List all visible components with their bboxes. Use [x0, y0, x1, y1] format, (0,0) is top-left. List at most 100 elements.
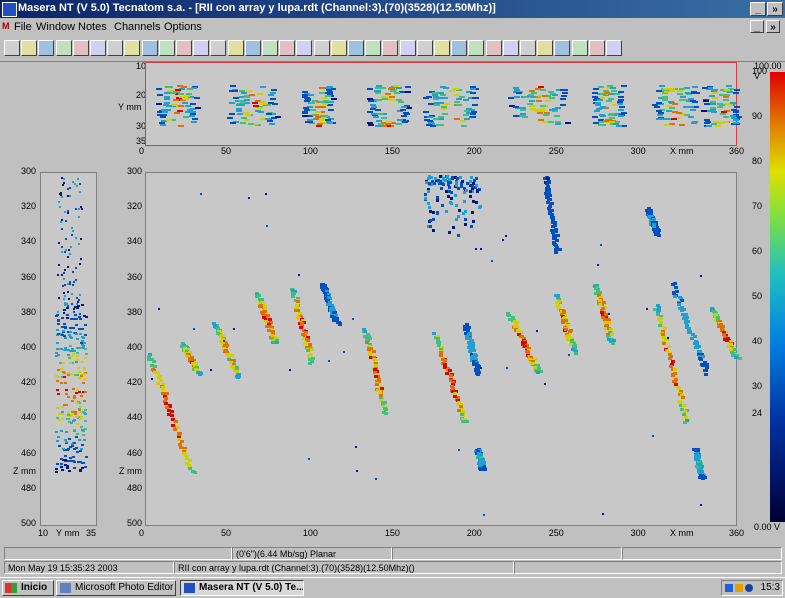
toolbar-button-3[interactable]: [38, 40, 55, 56]
restore-button[interactable]: »: [767, 2, 783, 16]
toolbar-button-10[interactable]: [158, 40, 175, 56]
main-plot[interactable]: [145, 172, 742, 526]
indication-pixel: [454, 101, 461, 104]
toolbar-button-13[interactable]: [210, 40, 227, 56]
toolbar-button-24[interactable]: [399, 40, 416, 56]
toolbar-button-19[interactable]: [313, 40, 330, 56]
top-plot[interactable]: [145, 62, 742, 146]
indication-pixel: [244, 114, 251, 117]
toolbar-button-36[interactable]: [606, 40, 622, 56]
indication-pixel: [321, 96, 328, 99]
indication-pixel: [556, 293, 561, 297]
taskbar-masera[interactable]: Masera NT (V 5.0) Te...: [180, 580, 304, 596]
minimize-button[interactable]: _: [750, 2, 766, 16]
menu-window[interactable]: Window: [36, 21, 76, 33]
indication-pixel: [529, 95, 536, 98]
toolbar-button-28[interactable]: [468, 40, 485, 56]
indication-pixel: [368, 99, 375, 102]
side-y-tick: 440: [20, 412, 36, 423]
toolbar-button-31[interactable]: [520, 40, 536, 56]
document-icon[interactable]: M: [2, 21, 10, 31]
menu-options[interactable]: Options: [164, 21, 202, 33]
toolbar-button-33[interactable]: [554, 40, 571, 56]
toolbar-button-11[interactable]: [176, 40, 192, 56]
indication-pixel: [447, 185, 451, 189]
toolbar-button-16[interactable]: [262, 40, 278, 56]
menu-notes[interactable]: Notes: [78, 21, 107, 33]
indication-pixel: [161, 391, 166, 395]
menu-file[interactable]: File: [14, 21, 32, 33]
side-y-tick: 460: [20, 447, 36, 458]
doc-restore-button[interactable]: »: [766, 20, 780, 33]
indication-pixel: [75, 307, 79, 310]
indication-pixel: [533, 365, 538, 369]
indication-pixel: [195, 107, 202, 110]
warning-icon[interactable]: [735, 584, 743, 592]
indication-pixel: [599, 309, 604, 313]
doc-minimize-button[interactable]: _: [750, 20, 764, 33]
toolbar-button-17[interactable]: [279, 40, 296, 56]
indication-pixel: [158, 374, 163, 378]
indication-pixel: [438, 182, 442, 186]
indication-pixel: [554, 123, 561, 126]
toolbar-button-1[interactable]: [4, 40, 20, 56]
network-icon[interactable]: [725, 584, 733, 592]
toolbar-button-6[interactable]: [90, 40, 106, 56]
toolbar-button-25[interactable]: [416, 40, 433, 56]
indication-pixel: [270, 330, 275, 334]
menu-channels[interactable]: Channels: [114, 21, 161, 33]
toolbar-button-26[interactable]: [434, 40, 450, 56]
toolbar-button-2[interactable]: [21, 40, 38, 56]
indication-pixel: [309, 359, 314, 363]
globe-icon[interactable]: [745, 584, 753, 592]
toolbar-button-12[interactable]: [193, 40, 210, 56]
toolbar-button-4[interactable]: [55, 40, 72, 56]
toolbar-button-35[interactable]: [588, 40, 605, 56]
toolbar-button-23[interactable]: [382, 40, 399, 56]
toolbar-button-27[interactable]: [451, 40, 468, 56]
toolbar-button-9[interactable]: [141, 40, 158, 56]
indication-pixel: [169, 410, 174, 414]
start-button[interactable]: Inicio: [2, 580, 54, 596]
side-plot[interactable]: [40, 172, 97, 526]
indication-pixel: [471, 199, 475, 203]
toolbar-button-32[interactable]: [537, 40, 554, 56]
toolbar-button-30[interactable]: [502, 40, 519, 56]
toolbar-button-21[interactable]: [348, 40, 364, 56]
indication-pixel: [74, 207, 77, 210]
taskbar-photo-editor[interactable]: Microsoft Photo Editor: [56, 580, 176, 596]
indication-pixel: [308, 94, 315, 97]
app-icon[interactable]: [2, 2, 17, 17]
indication-pixel: [380, 387, 385, 391]
toolbar-button-8[interactable]: [124, 40, 141, 56]
indication-pixel: [696, 458, 701, 462]
indication-pixel: [571, 347, 576, 351]
indication-pixel: [380, 117, 387, 120]
indication-pixel: [443, 179, 447, 183]
indication-pixel: [181, 102, 188, 105]
indication-pixel: [164, 101, 171, 104]
indication-pixel: [459, 412, 464, 416]
toolbar-button-34[interactable]: [571, 40, 588, 56]
indication-pixel: [297, 321, 302, 325]
indication-pixel: [506, 366, 509, 369]
toolbar-button-14[interactable]: [227, 40, 244, 56]
indication-pixel: [405, 106, 412, 109]
indication-pixel: [728, 88, 735, 91]
indication-pixel: [68, 335, 72, 338]
indication-pixel: [254, 110, 261, 113]
indication-pixel: [685, 418, 690, 422]
toolbar-button-20[interactable]: [330, 40, 347, 56]
toolbar-button-22[interactable]: [365, 40, 382, 56]
toolbar-button-15[interactable]: [244, 40, 261, 56]
toolbar-button-5[interactable]: [72, 40, 89, 56]
indication-pixel: [519, 109, 526, 112]
indication-pixel: [325, 120, 332, 123]
toolbar-button-29[interactable]: [485, 40, 502, 56]
toolbar-button-7[interactable]: [107, 40, 124, 56]
indication-pixel: [519, 107, 526, 110]
indication-pixel: [73, 447, 77, 450]
toolbar-button-18[interactable]: [296, 40, 313, 56]
indication-pixel: [308, 101, 315, 104]
indication-pixel: [61, 459, 65, 462]
